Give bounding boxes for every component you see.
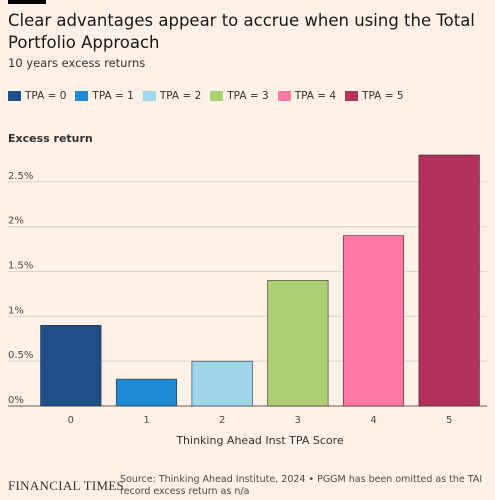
legend-label: TPA = 4 (294, 90, 337, 102)
x-tick-label: 3 (295, 415, 301, 426)
legend-swatch (75, 91, 89, 101)
bar (191, 360, 253, 407)
x-tick-label: 0 (68, 415, 74, 426)
chart-subtitle: 10 years excess returns (8, 56, 146, 70)
legend-label: TPA = 5 (362, 90, 404, 102)
y-tick-label: 1.5% (8, 261, 33, 272)
x-tick-label: 5 (446, 415, 452, 426)
y-tick-label: 0% (8, 395, 24, 406)
source: Source: Thinking Ahead Institute, 2024 •… (120, 474, 483, 497)
legend-label: TPA = 0 (25, 90, 67, 102)
legend-label: TPA = 2 (159, 90, 202, 102)
bar (115, 378, 178, 407)
legend-item: TPA = 4 (277, 90, 337, 102)
legend: TPA = 0 TPA = 1 TPA = 2 TPA = 3 TPA = 4 TPA =… (8, 90, 404, 102)
legend-swatch (277, 91, 291, 101)
brand: FINANCIAL TIMES (8, 478, 125, 493)
x-tick-label: 1 (143, 415, 149, 426)
x-tick-label: 4 (370, 415, 376, 426)
bar (342, 235, 405, 407)
bar (267, 280, 329, 407)
y-tick-label: 0.5% (8, 350, 33, 361)
legend-label: TPA = 3 (227, 90, 269, 102)
legend-item: TPA = 2 (142, 90, 202, 102)
x-axis-label: Thinking Ahead Inst TPA Score (176, 434, 344, 447)
bar (418, 154, 480, 407)
top-rule (8, 0, 46, 4)
y-tick-label: 2.5% (8, 171, 33, 182)
legend-swatch (142, 91, 156, 101)
legend-swatch (210, 91, 224, 101)
legend-swatch (345, 91, 359, 101)
legend-item: TPA = 3 (210, 90, 269, 102)
bar (40, 325, 102, 407)
legend-item: TPA = 1 (75, 90, 134, 102)
y-axis-label: Excess return (8, 132, 93, 145)
y-tick-label: 1% (8, 305, 24, 316)
x-tick-label: 2 (219, 415, 225, 426)
legend-label: TPA = 1 (92, 90, 134, 102)
legend-item: TPA = 0 (8, 90, 66, 102)
legend-swatch (8, 91, 21, 101)
y-tick-label: 2% (8, 216, 24, 227)
legend-item: TPA = 5 (345, 90, 404, 102)
chart-title: Clear advantages appear to accrue when u… (8, 11, 475, 52)
